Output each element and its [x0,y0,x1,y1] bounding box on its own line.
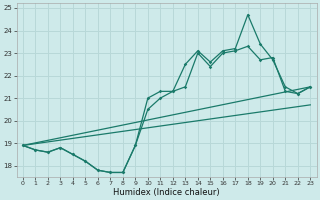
X-axis label: Humidex (Indice chaleur): Humidex (Indice chaleur) [113,188,220,197]
